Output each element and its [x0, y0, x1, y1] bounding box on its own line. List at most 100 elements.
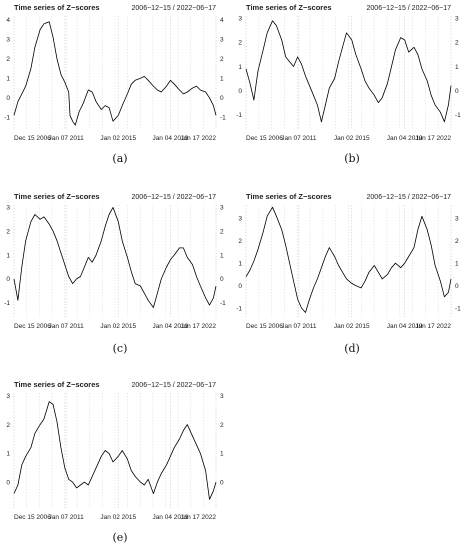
- y-tick-label-right: 1: [220, 252, 224, 259]
- date-range-label: 2006−12−15 / 2022−06−17: [132, 194, 217, 201]
- y-tick-label-right: 1: [455, 261, 459, 268]
- y-tick-label-right: -1: [220, 300, 226, 307]
- x-tick-label: Dec 15 2006: [246, 135, 283, 142]
- y-tick-label-right: 3: [220, 37, 224, 44]
- y-tick-label-right: 1: [455, 64, 459, 71]
- x-tick-label: Jan 02 2015: [100, 323, 136, 330]
- date-range-label: 2006−12−15 / 2022−06−17: [132, 382, 217, 389]
- y-tick-label-right: 3: [220, 393, 224, 400]
- y-tick-label-left: 1: [238, 261, 242, 268]
- y-tick-label-left: 3: [238, 16, 242, 23]
- panel-caption: (d): [344, 342, 360, 355]
- date-range-label: 2006−12−15 / 2022−06−17: [132, 5, 217, 12]
- chart-title: Time series of Z−scores: [246, 3, 332, 12]
- y-tick-label-left: 1: [6, 252, 10, 259]
- x-tick-label: Jun 17 2022: [180, 135, 216, 142]
- y-tick-label-right: 0: [220, 95, 224, 102]
- panel-caption: (b): [344, 152, 360, 165]
- panel-caption: (e): [112, 531, 127, 544]
- y-tick-label-left: -1: [4, 300, 10, 307]
- x-tick-label: Jun 17 2022: [415, 323, 451, 330]
- x-tick-label: Jan 04 2019: [387, 135, 423, 142]
- chart-title: Time series of Z−scores: [14, 192, 100, 201]
- date-range-label: 2006−12−15 / 2022−06−17: [367, 194, 452, 201]
- z-score-series-line: [13, 207, 217, 308]
- x-tick-label: Dec 15 2006: [14, 135, 51, 142]
- y-tick-label-left: 0: [238, 88, 242, 95]
- y-tick-label-left: 2: [238, 40, 242, 47]
- y-tick-label-right: 1: [220, 76, 224, 83]
- y-tick-label-left: 3: [6, 37, 10, 44]
- y-tick-label-left: 4: [6, 17, 10, 24]
- y-tick-label-left: 2: [238, 238, 242, 245]
- x-tick-label: Jan 04 2019: [152, 514, 188, 521]
- y-tick-label-right: 3: [455, 216, 459, 223]
- x-tick-label: Jan 07 2011: [48, 323, 84, 330]
- y-tick-label-right: 2: [220, 229, 224, 236]
- x-tick-label: Jan 02 2015: [334, 135, 370, 142]
- x-tick-label: Jun 17 2022: [415, 135, 451, 142]
- x-tick-label: Jan 07 2011: [48, 514, 84, 521]
- y-tick-label-right: 0: [220, 479, 224, 486]
- y-tick-label-right: 0: [220, 276, 224, 283]
- x-tick-label: Jan 04 2019: [387, 323, 423, 330]
- y-tick-label-left: 3: [6, 393, 10, 400]
- z-score-series-line: [245, 20, 452, 123]
- y-tick-label-left: 1: [6, 451, 10, 458]
- y-tick-label-right: 4: [220, 17, 224, 24]
- y-tick-label-right: 0: [455, 88, 459, 95]
- z-score-series-line: [13, 21, 217, 126]
- z-score-series-line: [13, 401, 217, 500]
- x-tick-label: Jan 02 2015: [100, 135, 136, 142]
- y-tick-label-left: 0: [6, 276, 10, 283]
- y-tick-label-left: 1: [238, 64, 242, 71]
- x-tick-label: Jan 02 2015: [100, 514, 136, 521]
- y-tick-label-right: 1: [220, 451, 224, 458]
- x-tick-label: Jun 17 2022: [180, 514, 216, 521]
- y-tick-label-right: 3: [455, 16, 459, 23]
- chart-title: Time series of Z−scores: [246, 192, 332, 201]
- y-tick-label-right: 3: [220, 205, 224, 212]
- y-tick-label-right: 2: [455, 40, 459, 47]
- y-tick-label-left: 2: [6, 56, 10, 63]
- y-tick-label-left: -1: [236, 305, 242, 312]
- y-tick-label-left: 3: [238, 216, 242, 223]
- panel-caption: (a): [112, 152, 127, 165]
- x-tick-label: Dec 15 2006: [246, 323, 283, 330]
- chart-title: Time series of Z−scores: [14, 380, 100, 389]
- z-score-series-line: [245, 206, 452, 313]
- x-tick-label: Jan 04 2019: [152, 135, 188, 142]
- date-range-label: 2006−12−15 / 2022−06−17: [367, 5, 452, 12]
- y-tick-label-right: 2: [455, 238, 459, 245]
- x-tick-label: Jan 07 2011: [281, 135, 317, 142]
- y-tick-label-left: -1: [4, 115, 10, 122]
- panel-caption: (c): [113, 342, 128, 355]
- y-tick-label-left: 0: [6, 479, 10, 486]
- chart-title: Time series of Z−scores: [14, 3, 100, 12]
- x-tick-label: Jan 04 2019: [152, 323, 188, 330]
- y-tick-label-left: 3: [6, 205, 10, 212]
- y-tick-label-right: -1: [220, 115, 226, 122]
- y-tick-label-right: 0: [455, 283, 459, 290]
- y-tick-label-left: 0: [238, 283, 242, 290]
- x-tick-label: Jan 02 2015: [334, 323, 370, 330]
- x-tick-label: Dec 15 2006: [14, 514, 51, 521]
- x-tick-label: Jan 07 2011: [48, 135, 84, 142]
- y-tick-label-left: 1: [6, 76, 10, 83]
- y-tick-label-left: 0: [6, 95, 10, 102]
- y-tick-label-left: 2: [6, 229, 10, 236]
- x-tick-label: Jun 17 2022: [180, 323, 216, 330]
- y-tick-label-right: -1: [455, 305, 461, 312]
- x-tick-label: Dec 15 2006: [14, 323, 51, 330]
- y-tick-label-left: -1: [236, 112, 242, 119]
- y-tick-label-right: -1: [455, 112, 461, 119]
- y-tick-label-left: 2: [6, 422, 10, 429]
- x-tick-label: Jan 07 2011: [281, 323, 317, 330]
- y-tick-label-right: 2: [220, 56, 224, 63]
